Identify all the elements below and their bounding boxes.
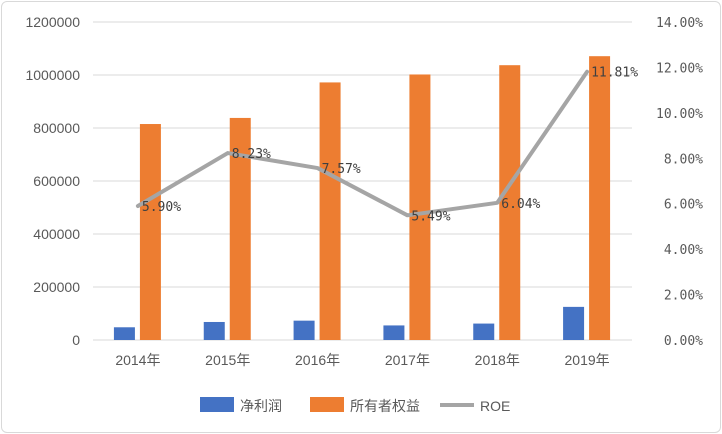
y-left-tick-label: 800000 — [33, 120, 80, 136]
legend-label: ROE — [480, 398, 510, 414]
y-right-tick-label: 0.00% — [664, 334, 703, 349]
legend-label: 所有者权益 — [350, 398, 420, 414]
roe-data-label: 5.90% — [142, 200, 181, 215]
bar-net-profit — [113, 327, 135, 340]
y-left-tick-label: 0 — [72, 332, 80, 348]
x-tick-label: 2015年 — [205, 352, 250, 368]
bar-net-profit — [293, 320, 315, 340]
bar-equity — [589, 56, 611, 341]
y-right-tick-label: 6.00% — [664, 198, 703, 213]
y-right-tick-label: 4.00% — [664, 243, 703, 258]
bar-net-profit — [383, 325, 405, 340]
y-right-tick-label: 8.00% — [664, 152, 703, 167]
bar-equity — [229, 117, 251, 341]
bar-net-profit — [563, 306, 585, 340]
y-left-tick-label: 400000 — [33, 226, 80, 242]
y-left-tick-label: 1200000 — [25, 14, 80, 30]
y-left-tick-label: 1000000 — [25, 67, 80, 83]
legend-swatch — [200, 397, 234, 412]
bar-equity — [139, 124, 161, 341]
roe-line — [135, 69, 590, 218]
bar-equity — [499, 65, 521, 340]
legend-label: 净利润 — [240, 398, 282, 414]
bar-equity — [319, 82, 341, 341]
roe-data-label: 6.04% — [501, 197, 540, 212]
roe-data-label: 8.23% — [232, 147, 271, 162]
y-left-tick-label: 600000 — [33, 173, 80, 189]
x-tick-label: 2019年 — [565, 352, 610, 368]
bar-net-profit — [473, 323, 495, 340]
x-tick-label: 2016年 — [295, 352, 340, 368]
y-right-tick-label: 14.00% — [656, 16, 703, 31]
bar-net-profit — [203, 321, 225, 340]
x-tick-label: 2018年 — [475, 352, 520, 368]
x-tick-label: 2017年 — [385, 352, 430, 368]
roe-data-label: 7.57% — [322, 162, 361, 177]
x-tick-label: 2014年 — [115, 352, 160, 368]
y-left-tick-label: 200000 — [33, 279, 80, 295]
legend-swatch — [310, 397, 344, 412]
roe-data-label: 11.81% — [591, 66, 638, 81]
y-right-tick-label: 12.00% — [656, 61, 703, 76]
bar-equity — [409, 74, 431, 340]
y-right-tick-label: 2.00% — [664, 289, 703, 304]
roe-data-label: 5.49% — [411, 209, 450, 224]
y-right-tick-label: 10.00% — [656, 107, 703, 122]
